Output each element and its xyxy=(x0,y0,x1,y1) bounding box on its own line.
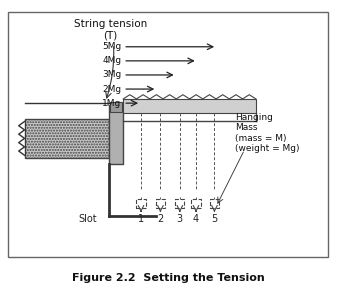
Text: 5Mg: 5Mg xyxy=(102,42,122,51)
Bar xyxy=(110,102,122,112)
Text: 4Mg: 4Mg xyxy=(102,56,122,65)
Bar xyxy=(210,199,219,208)
Bar xyxy=(109,104,123,164)
Text: String tension
(T): String tension (T) xyxy=(74,19,147,40)
Text: 3Mg: 3Mg xyxy=(102,71,122,79)
Text: 1Mg: 1Mg xyxy=(102,99,122,108)
Text: 5: 5 xyxy=(211,214,218,224)
Text: Hanging
Mass
(mass = M)
(weight = Mg): Hanging Mass (mass = M) (weight = Mg) xyxy=(235,113,299,153)
Text: Slot: Slot xyxy=(78,214,97,224)
Text: 2Mg: 2Mg xyxy=(102,85,122,94)
Text: 4: 4 xyxy=(193,214,199,224)
Bar xyxy=(25,119,109,158)
Text: 3: 3 xyxy=(177,214,183,224)
Bar xyxy=(175,199,184,208)
Bar xyxy=(156,199,165,208)
Bar xyxy=(123,99,256,113)
Text: 2: 2 xyxy=(157,214,163,224)
Text: 1: 1 xyxy=(138,214,144,224)
Bar xyxy=(191,199,201,208)
Bar xyxy=(136,199,146,208)
Text: Figure 2.2  Setting the Tension: Figure 2.2 Setting the Tension xyxy=(72,273,265,283)
